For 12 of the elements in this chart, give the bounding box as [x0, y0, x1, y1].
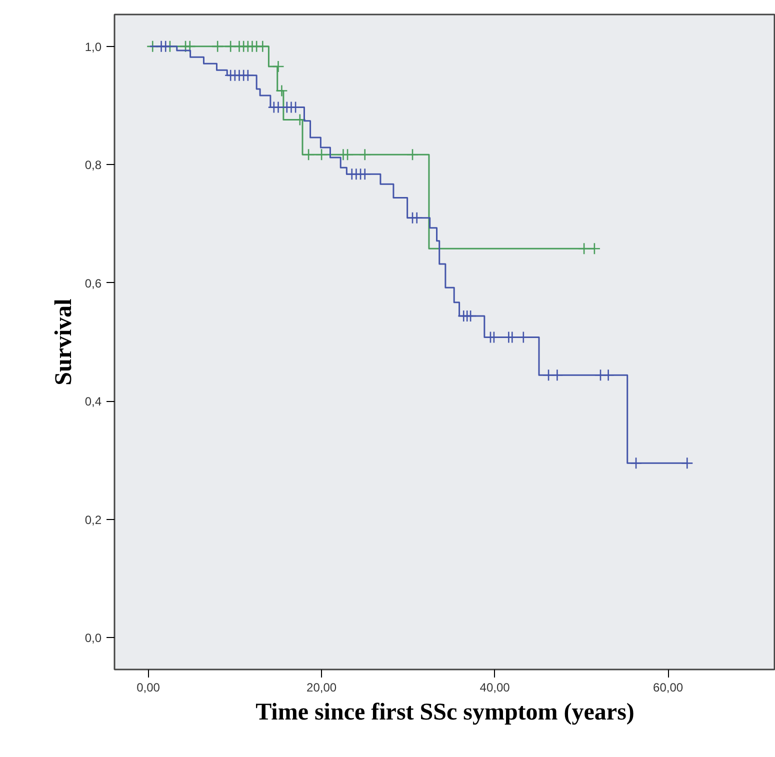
y-tick-label: 0,0 [84, 631, 102, 646]
y-tick-label: 0,4 [84, 394, 102, 409]
x-tick-label: 0,00 [136, 680, 160, 694]
y-tick-label: 0,2 [84, 512, 102, 527]
x-axis-title: Time since first SSc symptom (years) [256, 700, 634, 726]
y-tick-label: 0,6 [84, 276, 102, 290]
x-tick-label: 20,00 [306, 680, 337, 694]
y-tick-label: 1,0 [84, 40, 102, 54]
y-axis-title: Survival [50, 298, 77, 386]
x-tick-label: 60,00 [653, 680, 684, 694]
x-tick-label: 40,00 [480, 680, 510, 694]
y-tick-label: 0,8 [84, 158, 102, 172]
